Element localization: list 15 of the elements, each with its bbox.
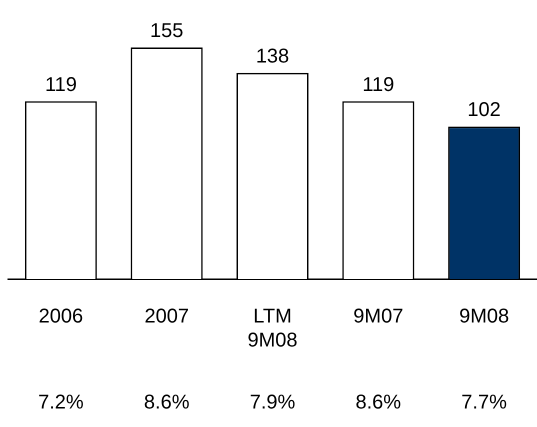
text: 7.7% (461, 392, 508, 414)
x-tick-label: LTM 9M08 (247, 306, 298, 352)
data-label: 155 (150, 20, 184, 42)
text: 7.2% (38, 392, 84, 414)
x-tick-label: 9M07 (353, 306, 404, 328)
text: 8.6% (356, 392, 402, 414)
data-label: 138 (256, 45, 290, 68)
data-label: 102 (467, 99, 501, 122)
x-tick-label: 2007 (144, 306, 189, 328)
data-label: 119 (44, 74, 77, 96)
x-tick-label: 2006 (38, 306, 84, 328)
text: 7.9% (250, 392, 296, 414)
data-label: 119 (362, 74, 394, 96)
text: 8.6% (144, 392, 190, 414)
x-tick-label: 9M08 (459, 306, 510, 328)
